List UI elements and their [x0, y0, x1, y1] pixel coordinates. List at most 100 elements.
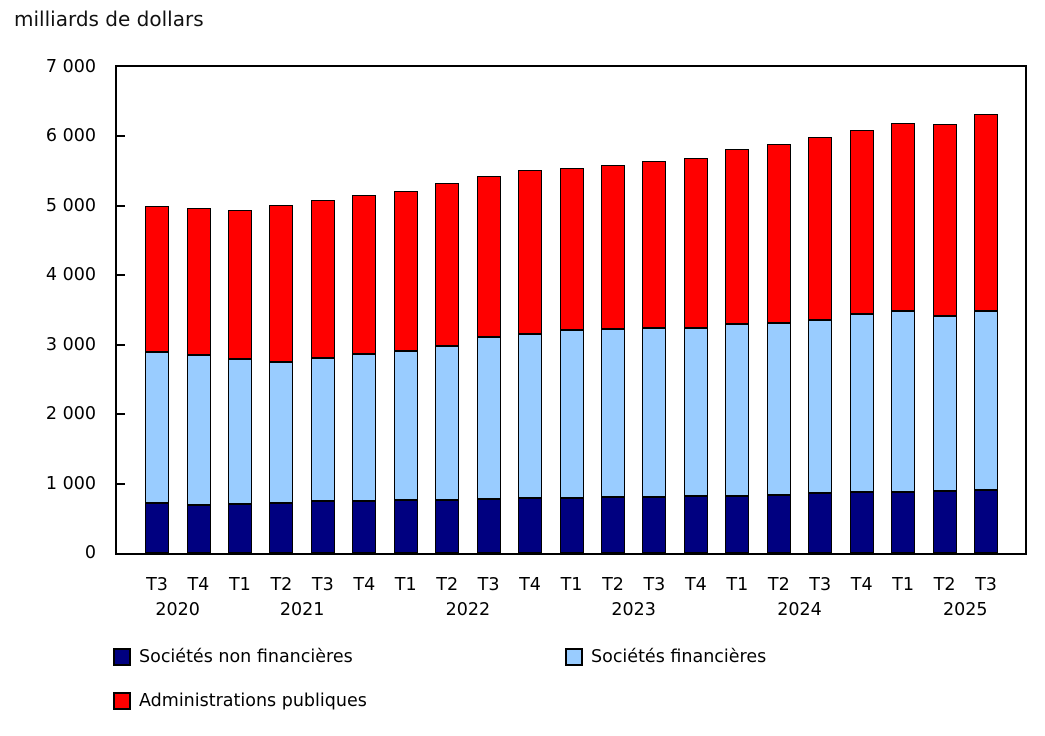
x-tick-label-t1-2: T1	[228, 575, 251, 595]
bar-segment-societes-financieres-t4-5	[352, 354, 377, 501]
x-tick-label-t3-20: T3	[975, 575, 997, 595]
bar-segment-administrations-publiques-t1-6	[393, 191, 418, 351]
bar-segment-societes-financieres-t2-11	[601, 329, 625, 498]
bar-segment-societes-non-financieres-t1-2	[227, 503, 252, 553]
bar-segment-administrations-publiques-t1-10	[559, 168, 584, 331]
bar-segment-societes-financieres-t2-19	[932, 316, 957, 492]
bar-segment-administrations-publiques-t2-19	[932, 123, 957, 317]
bar-segment-societes-non-financieres-t4-1	[186, 504, 211, 553]
bar-segment-societes-non-financieres-t2-3	[269, 502, 294, 553]
bar-segment-administrations-publiques-t3-8	[476, 175, 501, 338]
bar-segment-administrations-publiques-t2-3	[269, 205, 294, 362]
x-year-label-2022: 2022	[445, 600, 491, 620]
bar-segment-societes-non-financieres-t3-4	[310, 501, 335, 553]
x-tick-label-t1-18: T1	[892, 575, 914, 595]
y-tick-mark-4000	[117, 274, 125, 277]
x-year-label-2024: 2024	[777, 600, 822, 620]
bar-segment-administrations-publiques-t4-5	[352, 195, 377, 355]
y-tick-label-4000: 4 000	[45, 265, 96, 286]
x-tick-label-t2-15: T2	[767, 575, 790, 595]
x-tick-label-t2-7: T2	[436, 575, 459, 595]
bar-segment-societes-non-financieres-t1-10	[559, 497, 584, 553]
chart-title: milliards de dollars	[14, 7, 204, 31]
bar-segment-societes-financieres-t3-16	[808, 320, 833, 494]
bar-segment-societes-non-financieres-t3-16	[808, 493, 833, 553]
bar-segment-administrations-publiques-t2-7	[435, 182, 460, 346]
x-tick-label-t3-16: T3	[809, 575, 832, 595]
bar-segment-societes-non-financieres-t3-8	[476, 498, 501, 553]
bar-segment-societes-non-financieres-t3-0	[145, 503, 169, 553]
x-tick-label-t4-17: T4	[850, 575, 873, 595]
legend-swatch-navy	[113, 648, 131, 666]
bar-segment-administrations-publiques-t2-11	[601, 164, 625, 330]
bar-segment-societes-financieres-t3-0	[145, 352, 169, 503]
bar-segment-administrations-publiques-t3-16	[808, 137, 833, 321]
y-tick-label-0: 0	[84, 543, 96, 563]
x-tick-label-t2-11: T2	[602, 575, 624, 595]
bar-segment-administrations-publiques-t4-17	[849, 129, 874, 315]
bar-segment-societes-financieres-t2-15	[766, 322, 791, 495]
bar-segment-societes-non-financieres-t2-11	[601, 497, 625, 553]
y-tick-mark-2000	[117, 413, 125, 416]
legend-item-administrations-publiques: Administrations publiques	[113, 691, 367, 711]
legend-swatch-red	[113, 692, 131, 710]
legend-swatch-lightblue	[565, 648, 583, 666]
x-tick-label-t4-9: T4	[519, 575, 541, 595]
bar-segment-administrations-publiques-t3-4	[310, 200, 335, 358]
bar-segment-societes-financieres-t1-18	[891, 311, 916, 492]
bar-segment-societes-financieres-t1-2	[227, 359, 252, 504]
bar-segment-societes-non-financieres-t2-19	[932, 491, 957, 553]
x-tick-label-t1-6: T1	[394, 575, 417, 595]
x-year-label-2023: 2023	[611, 600, 656, 620]
y-tick-mark-3000	[117, 343, 125, 346]
legend-item-societes-financieres: Sociétés financières	[565, 647, 766, 667]
x-year-label-2020: 2020	[155, 600, 200, 620]
y-tick-label-3000: 3 000	[45, 334, 96, 355]
bar-segment-societes-financieres-t3-4	[310, 357, 335, 502]
legend-label-administrations-publiques: Administrations publiques	[139, 691, 367, 711]
plot-area	[115, 65, 1027, 555]
bar-segment-societes-financieres-t2-7	[435, 345, 460, 500]
bar-segment-administrations-publiques-t1-18	[891, 122, 916, 311]
legend-label-societes-financieres: Sociétés financières	[591, 647, 767, 667]
x-year-label-2025: 2025	[943, 600, 988, 620]
y-tick-label-5000: 5 000	[45, 195, 96, 216]
x-tick-label-t1-10: T1	[560, 575, 583, 595]
bar-segment-societes-non-financieres-t4-5	[352, 500, 377, 553]
bar-segment-societes-financieres-t3-8	[476, 337, 501, 499]
x-tick-label-t1-14: T1	[726, 575, 749, 595]
legend-item-societes-non-financieres: Sociétés non financières	[113, 647, 353, 667]
bar-segment-societes-non-financieres-t3-12	[642, 496, 667, 553]
bar-segment-societes-financieres-t3-20	[974, 311, 998, 491]
x-tick-label-t4-13: T4	[684, 575, 707, 595]
x-tick-label-t4-1: T4	[187, 575, 210, 595]
bar-segment-societes-financieres-t1-10	[559, 330, 584, 498]
bar-segment-societes-non-financieres-t3-20	[974, 490, 998, 553]
bar-segment-societes-financieres-t4-17	[849, 314, 874, 492]
y-tick-label-2000: 2 000	[45, 404, 96, 425]
x-tick-label-t3-0: T3	[146, 575, 168, 595]
bar-segment-societes-non-financieres-t4-17	[849, 491, 874, 553]
bar-segment-societes-non-financieres-t4-9	[518, 498, 543, 553]
bar-segment-administrations-publiques-t1-2	[227, 209, 252, 360]
y-tick-mark-5000	[117, 204, 125, 207]
bar-segment-societes-non-financieres-t1-14	[725, 495, 750, 553]
bar-segment-administrations-publiques-t4-13	[683, 157, 708, 329]
x-tick-label-t2-3: T2	[270, 575, 293, 595]
legend-label-societes-non-financieres: Sociétés non financières	[139, 647, 353, 667]
y-tick-label-6000: 6 000	[45, 126, 96, 147]
bar-segment-societes-financieres-t4-13	[683, 328, 708, 497]
bar-segment-societes-non-financieres-t2-7	[435, 499, 460, 553]
bar-segment-societes-financieres-t4-9	[518, 334, 543, 499]
bar-segment-societes-non-financieres-t4-13	[683, 496, 708, 553]
bar-segment-administrations-publiques-t3-20	[974, 113, 998, 311]
x-tick-label-t3-12: T3	[643, 575, 666, 595]
y-tick-label-1000: 1 000	[45, 473, 96, 494]
x-tick-label-t3-4: T3	[311, 575, 334, 595]
bar-segment-administrations-publiques-t4-1	[186, 208, 211, 355]
bar-segment-administrations-publiques-t1-14	[725, 148, 750, 325]
bar-segment-administrations-publiques-t4-9	[518, 170, 543, 335]
bar-segment-societes-financieres-t2-3	[269, 361, 294, 503]
y-tick-mark-6000	[117, 135, 125, 138]
